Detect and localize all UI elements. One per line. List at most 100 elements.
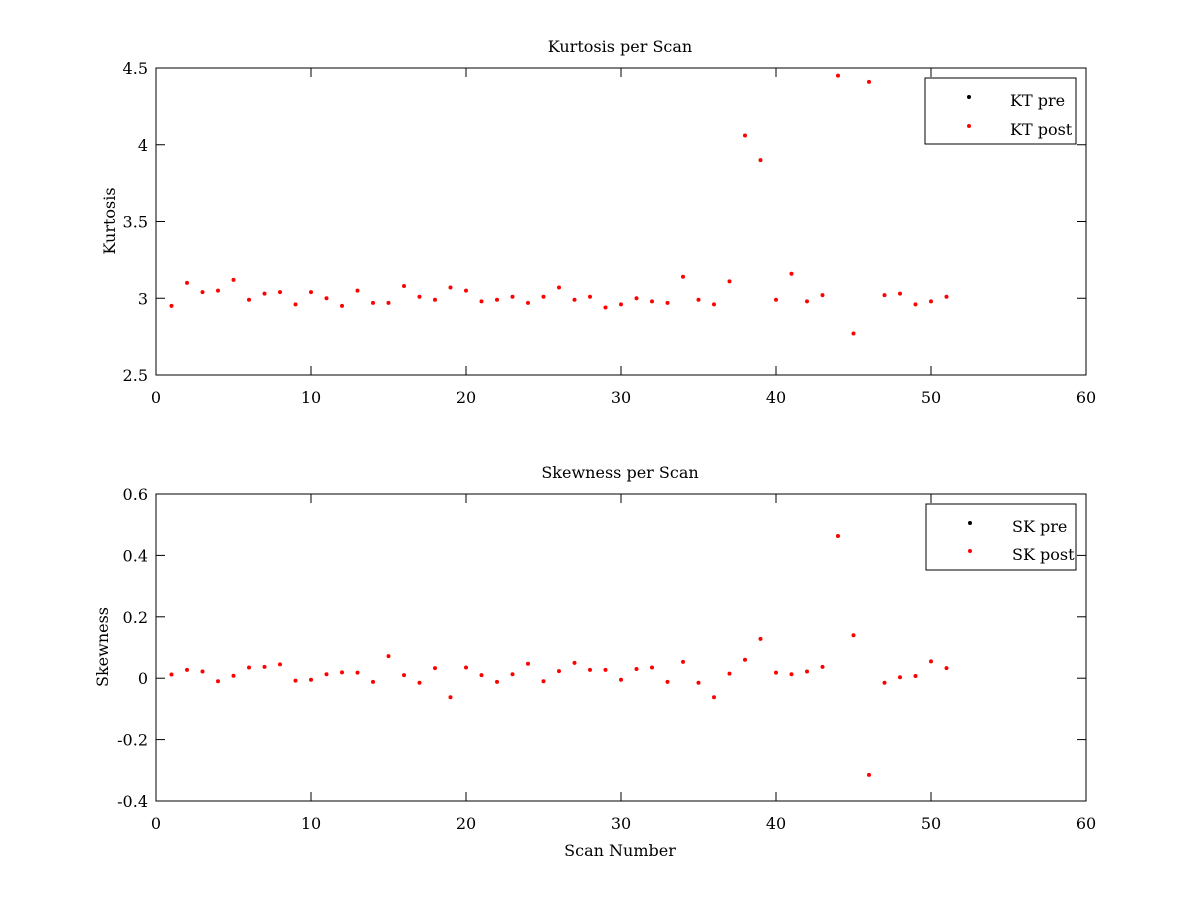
data-point: [898, 291, 902, 296]
x-ticks: 0 10 20 30 40 50 60: [151, 68, 1096, 407]
y-tick-label: -0.4: [117, 792, 148, 811]
x-tick-label: 40: [766, 814, 786, 833]
x-ticks: 0 10 20 30 40 50 60: [151, 494, 1096, 833]
data-point: [479, 299, 484, 304]
data-point: [603, 667, 608, 672]
data-point: [371, 679, 375, 684]
legend-box: [925, 503, 1077, 571]
data-point: [464, 288, 468, 293]
data-point: [805, 299, 809, 304]
data-point: [557, 669, 561, 674]
data-point: [929, 659, 933, 664]
data-point: [309, 290, 313, 295]
legend-marker-kt-pre: [967, 95, 971, 99]
x-tick-label: 20: [456, 814, 476, 833]
data-point: [510, 672, 515, 677]
data-point: [572, 297, 577, 302]
y-tick-label: 3: [138, 289, 148, 308]
y-axis-label: Skewness: [93, 607, 112, 687]
data-point: [851, 331, 856, 336]
data-point: [944, 294, 949, 299]
data-point: [836, 534, 840, 539]
data-point: [774, 670, 778, 675]
data-point: [929, 299, 933, 304]
data-point: [262, 664, 267, 669]
x-tick-label: 0: [151, 388, 161, 407]
x-tick-label: 60: [1076, 388, 1096, 407]
data-point: [650, 665, 654, 670]
data-point: [572, 660, 577, 665]
data-point: [479, 673, 484, 678]
data-point: [557, 285, 561, 290]
data-point: [820, 293, 825, 298]
data-point: [526, 661, 530, 666]
data-point: [805, 669, 809, 674]
data-point: [293, 302, 298, 307]
data-point: [743, 133, 747, 138]
data-point: [774, 297, 778, 302]
x-tick-label: 20: [456, 388, 476, 407]
legend-box: [924, 77, 1077, 145]
y-tick-label: 4.5: [123, 59, 148, 78]
chart-title: Kurtosis per Scan: [548, 37, 692, 56]
data-point: [743, 657, 747, 662]
legend-label-sk-pre: SK pre: [1012, 517, 1067, 536]
data-point: [464, 665, 468, 670]
data-point: [882, 293, 887, 298]
y-tick-label: 0.6: [123, 485, 148, 504]
legend: KT pre KT post: [924, 77, 1077, 145]
data-point: [634, 296, 639, 301]
data-point: [371, 300, 375, 305]
y-axis-label: Kurtosis: [100, 187, 119, 254]
data-point: [665, 300, 670, 305]
data-point: [262, 291, 267, 296]
data-point: [526, 300, 530, 305]
x-tick-label: 40: [766, 388, 786, 407]
data-point: [665, 679, 670, 684]
data-point: [355, 670, 360, 675]
data-point: [309, 677, 313, 682]
legend-label-kt-post: KT post: [1010, 120, 1073, 139]
data-point: [882, 680, 887, 685]
y-tick-label: 2.5: [123, 366, 148, 385]
legend-marker-sk-post: [968, 549, 972, 553]
data-point: [495, 679, 499, 684]
data-point: [185, 280, 189, 285]
x-tick-label: 10: [301, 388, 321, 407]
data-point: [913, 302, 918, 307]
data-point: [324, 296, 329, 301]
data-point: [278, 662, 282, 667]
data-point: [727, 671, 732, 676]
data-point: [231, 673, 236, 678]
data-point: [293, 678, 298, 683]
data-point: [588, 667, 592, 672]
y-tick-label: 3.5: [123, 213, 148, 232]
data-point: [603, 305, 608, 310]
data-point: [836, 73, 840, 78]
data-point: [169, 303, 174, 308]
x-tick-label: 0: [151, 814, 161, 833]
data-point: [541, 679, 546, 684]
data-point: [851, 633, 856, 638]
legend-label-sk-post: SK post: [1012, 545, 1075, 564]
legend-marker-kt-post: [967, 124, 971, 128]
y-ticks: -0.4 -0.2 0 0.2 0.4 0.6: [117, 485, 1086, 811]
data-point: [278, 290, 282, 295]
data-point: [696, 297, 701, 302]
data-point: [402, 283, 406, 288]
legend: SK pre SK post: [925, 503, 1077, 571]
data-point: [386, 300, 391, 305]
x-tick-label: 50: [921, 814, 941, 833]
x-axis-label: Scan Number: [564, 841, 676, 860]
data-point: [898, 675, 902, 680]
data-point: [820, 664, 825, 669]
kurtosis-chart: Kurtosis per Scan 0 10 20 30 40 50 60 2.5 3 3.5 4…: [100, 37, 1096, 407]
data-point: [758, 636, 763, 641]
data-point: [619, 302, 623, 307]
data-point: [200, 669, 205, 674]
data-point: [216, 288, 220, 293]
data-point: [169, 672, 174, 677]
chart-title: Skewness per Scan: [541, 463, 698, 482]
data-point: [402, 673, 406, 678]
